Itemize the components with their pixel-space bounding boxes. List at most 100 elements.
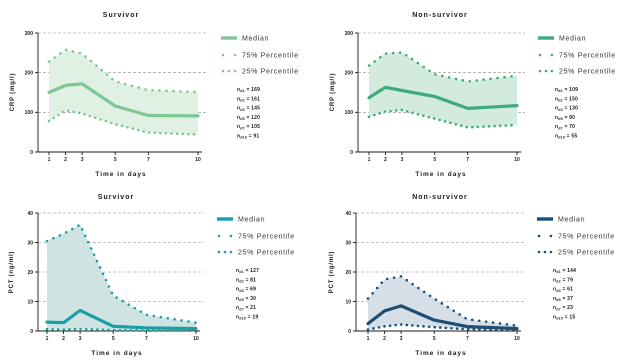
series-line [367,51,519,83]
sample-size-label: nd1 = 109 [555,87,578,93]
y-axis-title: CRP (mg/l) [10,73,16,112]
n-value: = 127 [244,268,259,274]
n-symbol: n [555,115,558,121]
sample-size-label: nd10 = 15 [553,315,575,321]
series-line [47,108,200,136]
n-symbol: n [237,115,240,121]
sample-size-label: nd7 = 105 [237,124,260,130]
n-subscript: d10 [240,136,247,140]
n-value: = 90 [563,115,575,121]
legend-label: Median [242,36,269,43]
n-subscript: d1 [556,270,561,274]
y-tick-label: 100 [25,110,34,116]
y-tick-label: 100 [345,110,354,116]
y-tick-label: 0 [348,329,351,335]
n-subscript: d5 [240,117,245,121]
sample-size-label: nd1 = 169 [237,87,260,93]
x-tick-label: 10 [195,157,201,163]
y-tick-label: 20 [27,270,33,276]
n-subscript: d1 [558,89,563,93]
sample-size-label: nd10 = 91 [237,134,259,140]
x-tick-label: 3 [79,336,82,342]
sample-size-label: nd3 = 69 [236,287,256,293]
percentile-band [47,224,196,331]
legend-label: 25% Percentile [558,250,615,257]
y-tick-label: 40 [27,211,33,217]
sample-size-label: nd3 = 130 [555,106,578,112]
y-axis-title: PCT (ng/ml) [329,251,335,293]
n-subscript: d1 [240,89,245,93]
x-tick-label: 10 [514,157,520,163]
chart-panel: 0 10 20 30 40 1 2 3 5 7 10 Median 75% Percentile 25% … [9,194,295,357]
n-value: = 70 [563,124,575,130]
x-tick-label: 3 [400,157,403,163]
x-tick-label: 7 [147,157,150,163]
chart-title: Survivor [98,194,134,201]
n-subscript: d7 [240,126,245,130]
n-value: = 55 [565,134,577,140]
y-tick-label: 0 [30,329,33,335]
n-value: = 169 [245,87,260,93]
n-value: = 161 [245,96,260,102]
x-axis-title: Time in days [415,171,466,178]
y-tick-label: 200 [345,70,354,76]
x-axis-title: Time in days [91,350,142,357]
series-line [367,108,519,129]
x-tick-label: 5 [433,157,436,163]
n-subscript: d2 [558,99,563,103]
n-symbol: n [553,315,556,321]
series-line [45,308,198,331]
x-tick-label: 5 [112,336,115,342]
n-subscript: d1 [239,270,244,274]
n-value: = 61 [561,287,573,293]
sample-size-label: nd5 = 90 [555,115,575,121]
x-tick-label: 2 [384,157,387,163]
n-symbol: n [236,296,239,302]
legend-label: 75% Percentile [559,53,616,60]
n-value: = 130 [563,106,578,112]
sample-size-label: nd7 = 70 [555,124,575,130]
legend-label: Median [559,36,586,43]
legend-label: 25% Percentile [559,69,616,76]
sample-size-label: nd5 = 120 [237,115,260,121]
x-tick-label: 1 [46,336,49,342]
sample-size-label: nd5 = 37 [553,296,573,302]
y-tick-label: 20 [345,270,351,276]
n-symbol: n [553,287,556,293]
series-line [45,327,198,332]
n-symbol: n [553,305,556,311]
n-symbol: n [555,134,558,140]
n-symbol: n [237,124,240,130]
n-symbol: n [237,134,240,140]
x-tick-label: 3 [81,157,84,163]
n-value: = 91 [247,134,259,140]
n-symbol: n [555,106,558,112]
sample-size-label: nd1 = 144 [553,268,576,274]
y-tick-label: 30 [27,240,33,246]
y-tick-label: 300 [345,31,354,37]
n-subscript: d10 [558,136,565,140]
n-symbol: n [553,268,556,274]
n-symbol: n [236,277,239,283]
n-value: = 69 [244,287,256,293]
n-symbol: n [237,106,240,112]
x-tick-label: 3 [400,336,403,342]
n-value: = 150 [563,96,578,102]
legend-label: 75% Percentile [238,234,295,241]
x-tick-label: 5 [114,157,117,163]
legend-label: Median [238,217,265,224]
n-symbol: n [236,268,239,274]
x-tick-label: 7 [145,336,148,342]
n-value: = 145 [245,106,260,112]
y-tick-label: 10 [345,299,351,305]
n-subscript: d2 [556,280,561,284]
n-value: = 81 [244,277,256,283]
y-tick-label: 300 [25,31,34,37]
n-symbol: n [555,87,558,93]
n-symbol: n [553,277,556,283]
n-subscript: d3 [558,108,563,112]
n-value: = 144 [561,268,576,274]
n-subscript: d5 [556,298,561,302]
n-symbol: n [237,96,240,102]
x-tick-label: 2 [62,336,65,342]
